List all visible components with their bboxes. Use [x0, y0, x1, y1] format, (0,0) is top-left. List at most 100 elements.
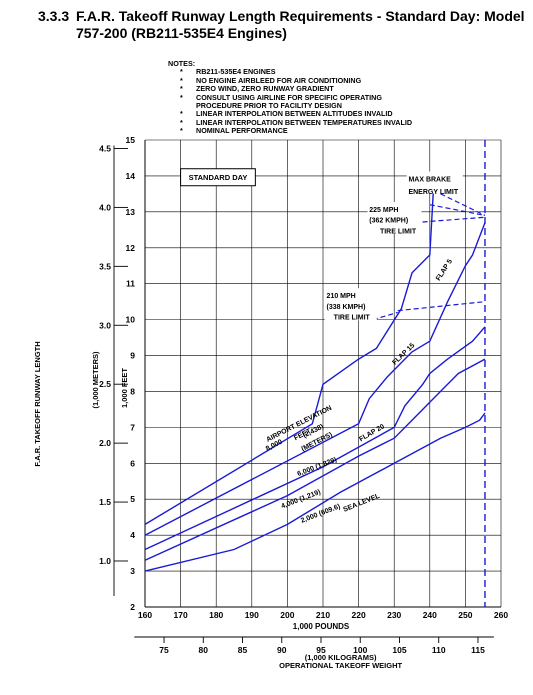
tire-210-limit-line [397, 301, 486, 312]
x-tick-label: 240 [423, 610, 437, 620]
y-tick-label: 7 [130, 422, 135, 432]
y-tick-label: 12 [126, 243, 136, 253]
standard-day-label: STANDARD DAY [189, 173, 248, 182]
y-tick-label: 8 [130, 386, 135, 396]
y-tick-label: 6 [130, 458, 135, 468]
note-item: * NO ENGINE AIRBLEED FOR AIR CONDITIONING [180, 75, 362, 85]
note-item: * NOMINAL PERFORMANCE [180, 126, 288, 136]
x-tick-label: 160 [138, 610, 152, 620]
meters-tick-label: 3.0 [99, 320, 111, 330]
tire-225-label-1: 225 MPH [369, 207, 398, 214]
note-item: * RB211-535E4 ENGINES [180, 67, 276, 77]
tire-225-label-3: TIRE LIMIT [380, 228, 417, 235]
curve-4-000 [144, 326, 486, 551]
y-axis-title-feet: 1,000 FEET [120, 368, 129, 408]
meters-tick-label: 2.5 [99, 379, 111, 389]
flap-5-label: FLAP 5 [435, 258, 454, 282]
x-axis-title: 1,000 POUNDS [293, 622, 350, 631]
kg-tick-label: 105 [392, 645, 406, 655]
note-text: NO ENGINE AIRBLEED FOR AIR CONDITIONING [196, 75, 362, 85]
tire-210-label-bg [324, 288, 377, 321]
tire-210-label-3: TIRE LIMIT [334, 315, 371, 322]
kg-tick-label: 95 [316, 645, 326, 655]
y-axis-title-outer: F.A.R. TAKEOFF RUNWAY LENGTH [33, 341, 42, 466]
kg-tick-label: 85 [238, 645, 248, 655]
y-tick-label: 10 [126, 315, 136, 325]
standard-day-box [180, 168, 256, 187]
meters-tick-label: 4.5 [99, 143, 111, 153]
kg-tick-label: 75 [159, 645, 169, 655]
flap-15-label: FLAP 15 [391, 342, 416, 366]
x-axis-title-kg: (1,000 KILOGRAMS) [305, 653, 377, 662]
meters-tick-label: 1.5 [99, 497, 111, 507]
note-item: * LINEAR INTERPOLATION BETWEEN TEMPERATUR… [180, 117, 413, 127]
y-axis-title-meters: (1,000 METERS) [91, 351, 100, 409]
label-6000: 6,000 (1,829) [296, 457, 337, 478]
meters-tick-label: 3.5 [99, 261, 111, 271]
y-tick-label: 11 [126, 279, 135, 289]
tire-225-label-bg [367, 202, 422, 235]
x-tick-label: 250 [458, 610, 472, 620]
note-text: NOMINAL PERFORMANCE [196, 126, 288, 136]
x-tick-label: 200 [280, 610, 294, 620]
x-tick-label: 260 [494, 610, 508, 620]
y-tick-label: 13 [126, 207, 136, 217]
curve-8-000 [144, 190, 435, 525]
notes-block: NOTES: * RB211-535E4 ENGINES * NO ENGINE A… [168, 59, 413, 136]
section-number: 3.3.3 [38, 8, 70, 24]
x-tick-label: 190 [245, 610, 259, 620]
note-text: CONSULT USING AIRLINE FOR SPECIFIC OPERA… [196, 92, 382, 111]
kg-tick-label: 80 [199, 645, 209, 655]
note-text: RB211-535E4 ENGINES [196, 67, 276, 77]
meters-tick-label: 2.0 [99, 438, 111, 448]
chart-curves [144, 190, 486, 572]
x-tick-label: 210 [316, 610, 330, 620]
max-brake-limit-line [433, 189, 486, 216]
note-text: LINEAR INTERPOLATION BETWEEN TEMPERATURE… [196, 117, 413, 127]
y-tick-label: 9 [130, 351, 135, 361]
max-brake-label-1: MAX BRAKE [408, 176, 451, 183]
x-tick-label: 220 [352, 610, 366, 620]
tire-210-label-2: (338 KMPH) [327, 304, 366, 311]
y-tick-label: 14 [126, 171, 136, 181]
note-text: LINEAR INTERPOLATION BETWEEN ALTITUDES I… [196, 109, 393, 119]
meters-tick-label: 4.0 [99, 202, 111, 212]
tire-225-label-2: (362 KMPH) [369, 218, 408, 225]
x-tick-label: 230 [387, 610, 401, 620]
kg-tick-label: 115 [471, 645, 485, 655]
kg-tick-label: 90 [277, 645, 287, 655]
x-tick-label: 170 [174, 610, 188, 620]
chart-axes [113, 139, 502, 638]
note-item: * CONSULT USING AIRLINE FOR SPECIFIC OPER… [180, 92, 382, 111]
y-tick-label: 2 [130, 602, 135, 612]
x-axis-title-bottom: OPERATIONAL TAKEOFF WEIGHT [279, 661, 402, 670]
note-item: * ZERO WIND, ZERO RUNWAY GRADIENT [180, 84, 334, 94]
kg-tick-label: 110 [432, 645, 446, 655]
kg-tick-label: 100 [353, 645, 367, 655]
title-line-1: F.A.R. Takeoff Runway Length Requirement… [76, 8, 525, 24]
y-tick-label: 4 [130, 530, 135, 540]
curve-sea-level [144, 412, 486, 572]
label-2000: 2,000 (609.6) [300, 503, 341, 524]
notes-heading: NOTES: [168, 59, 196, 68]
page-title: 3.3.3 F.A.R. Takeoff Runway Length Requir… [38, 8, 528, 42]
x-tick-label: 180 [209, 610, 223, 620]
title-line-2: 757-200 (RB211-535E4 Engines) [76, 25, 287, 41]
max-brake-leader-line [429, 204, 486, 217]
curve-2-000 [144, 358, 486, 561]
y-tick-label: 5 [130, 494, 135, 504]
label-sea-level: SEA LEVEL [342, 492, 381, 513]
y-tick-label: 15 [126, 135, 136, 145]
chart-ticks: 160 170 180 190 200 210 220 230 240 250 260 2 3 4 5 6 7 8… [99, 135, 508, 655]
chart-limit-lines [372, 140, 486, 607]
tire-210-label-1: 210 MPH [327, 293, 356, 300]
max-brake-label-bg [406, 171, 463, 194]
meters-tick-label: 1.0 [99, 556, 111, 566]
y-tick-label: 3 [130, 566, 135, 576]
curve-6-000 [144, 222, 486, 536]
note-text: ZERO WIND, ZERO RUNWAY GRADIENT [196, 84, 334, 94]
tire-210-leader-line [372, 311, 398, 321]
chart-grid [145, 140, 501, 607]
max-brake-label-2: ENERGY LIMIT [408, 189, 458, 196]
